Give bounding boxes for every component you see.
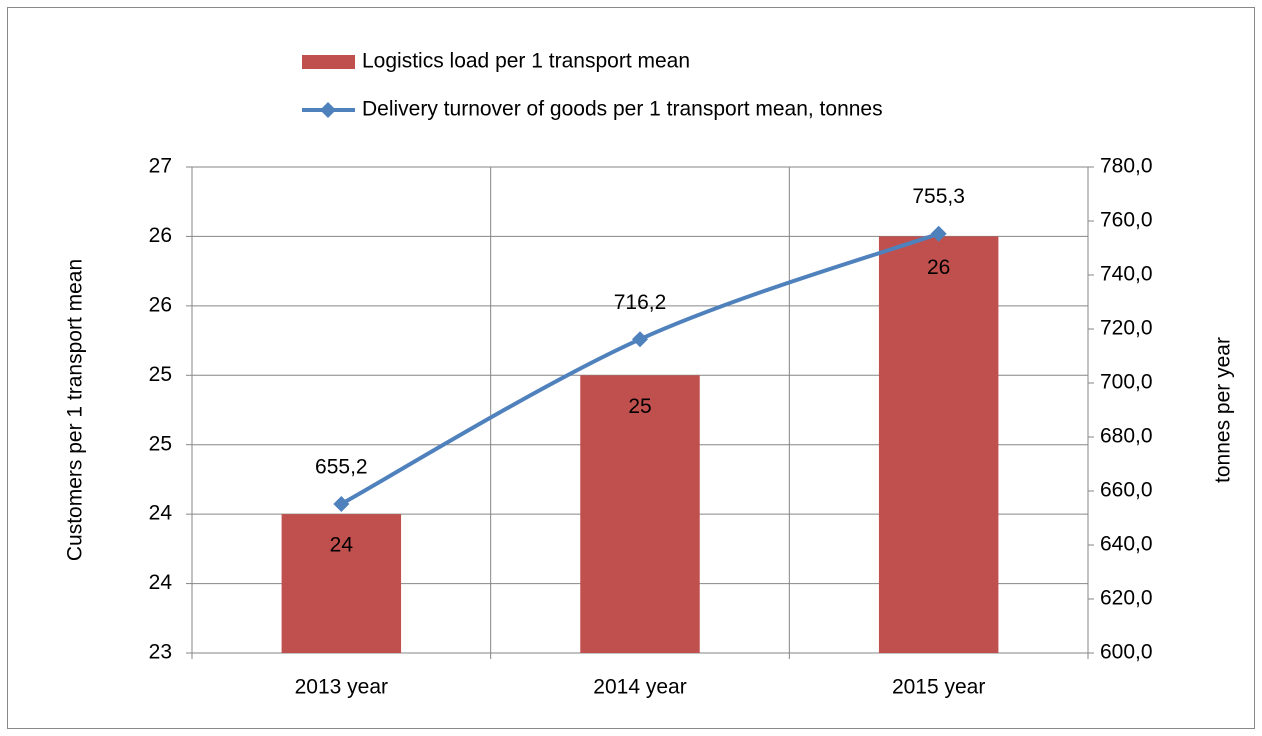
line-label: 655,2 bbox=[315, 456, 368, 479]
y-tick-label: 26 bbox=[149, 293, 172, 316]
line-marker bbox=[333, 495, 350, 512]
y-tick-label: 26 bbox=[149, 224, 172, 247]
y-tick-label: 27 bbox=[149, 155, 172, 178]
y2-tick-label: 780,0 bbox=[1100, 155, 1153, 178]
bar-label: 26 bbox=[927, 256, 950, 279]
legend-label: Logistics load per 1 transport mean bbox=[362, 50, 690, 73]
y2-tick-label: 640,0 bbox=[1100, 533, 1153, 556]
y2-tick-label: 620,0 bbox=[1100, 587, 1153, 610]
y2-axis-title: tonnes per year bbox=[1212, 337, 1235, 483]
legend-swatch bbox=[302, 55, 355, 69]
bar bbox=[281, 514, 402, 653]
x-tick-label: 2015 year bbox=[892, 676, 985, 699]
line-label: 755,3 bbox=[912, 185, 965, 208]
x-tick-label: 2014 year bbox=[593, 676, 686, 699]
line-label: 716,2 bbox=[614, 291, 667, 314]
y-tick-label: 25 bbox=[149, 363, 172, 386]
y-tick-label: 23 bbox=[149, 641, 172, 664]
y2-tick-label: 680,0 bbox=[1100, 425, 1153, 448]
x-tick-label: 2013 year bbox=[295, 676, 388, 699]
y2-tick-label: 700,0 bbox=[1100, 371, 1153, 394]
bar-label: 24 bbox=[330, 534, 354, 557]
bar-label: 25 bbox=[628, 395, 651, 418]
legend-marker bbox=[320, 102, 336, 118]
y2-tick-label: 660,0 bbox=[1100, 479, 1153, 502]
y2-tick-label: 740,0 bbox=[1100, 263, 1153, 286]
line-marker bbox=[930, 225, 947, 242]
bar bbox=[580, 375, 700, 653]
y2-tick-label: 600,0 bbox=[1100, 641, 1153, 664]
legend-label: Delivery turnover of goods per 1 transpo… bbox=[362, 98, 883, 121]
y-tick-label: 25 bbox=[149, 432, 172, 455]
y-tick-label: 24 bbox=[149, 571, 173, 594]
bar bbox=[878, 236, 999, 653]
y-axis-title: Customers per 1 transport mean bbox=[64, 259, 87, 561]
y2-tick-label: 720,0 bbox=[1100, 317, 1153, 340]
y-tick-label: 24 bbox=[149, 502, 173, 525]
line-marker bbox=[632, 331, 648, 348]
y2-tick-label: 760,0 bbox=[1100, 209, 1153, 232]
